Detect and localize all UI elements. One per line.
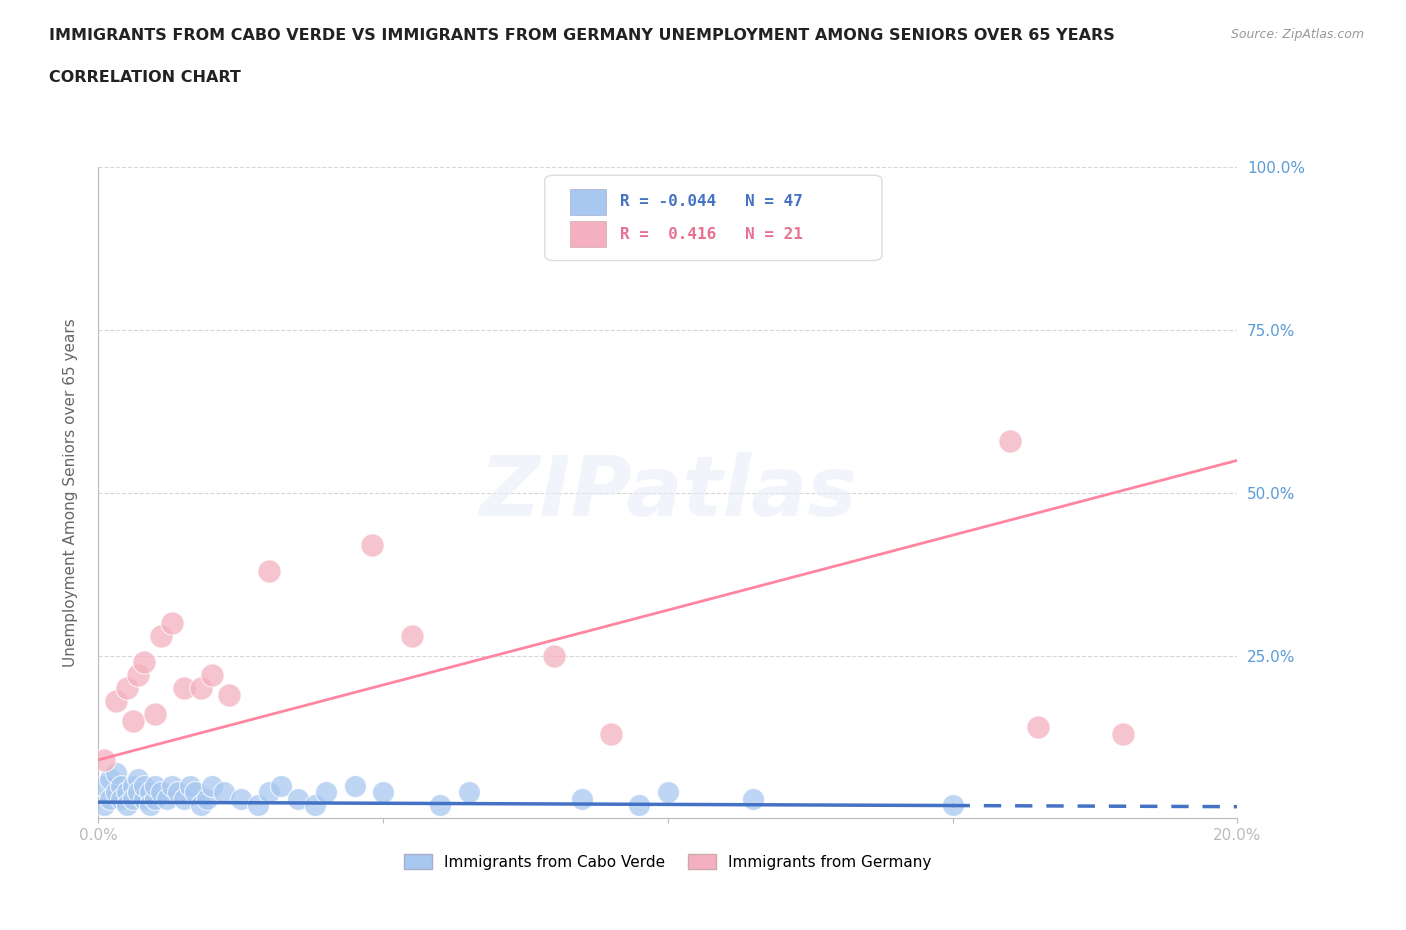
Immigrants from Cabo Verde — [179, 778, 201, 793]
Immigrants from Germany — [201, 668, 224, 683]
Immigrants from Cabo Verde — [98, 772, 121, 787]
Immigrants from Cabo Verde — [138, 785, 160, 800]
Immigrants from Cabo Verde — [150, 785, 173, 800]
Immigrants from Cabo Verde — [259, 785, 281, 800]
Immigrants from Germany — [104, 694, 127, 709]
Immigrants from Cabo Verde — [195, 791, 218, 806]
Immigrants from Germany — [600, 726, 623, 741]
Immigrants from Germany — [360, 538, 382, 552]
Immigrants from Cabo Verde — [98, 791, 121, 806]
FancyBboxPatch shape — [569, 221, 606, 247]
Immigrants from Germany — [162, 616, 184, 631]
Immigrants from Cabo Verde — [121, 791, 143, 806]
Legend: Immigrants from Cabo Verde, Immigrants from Germany: Immigrants from Cabo Verde, Immigrants f… — [398, 847, 938, 876]
Immigrants from Cabo Verde — [343, 778, 366, 793]
Text: CORRELATION CHART: CORRELATION CHART — [49, 70, 240, 85]
Immigrants from Cabo Verde — [571, 791, 593, 806]
Immigrants from Germany — [93, 752, 115, 767]
FancyBboxPatch shape — [569, 189, 606, 215]
Immigrants from Cabo Verde — [201, 778, 224, 793]
Immigrants from Cabo Verde — [184, 785, 207, 800]
Text: IMMIGRANTS FROM CABO VERDE VS IMMIGRANTS FROM GERMANY UNEMPLOYMENT AMONG SENIORS: IMMIGRANTS FROM CABO VERDE VS IMMIGRANTS… — [49, 28, 1115, 43]
Immigrants from Cabo Verde — [167, 785, 190, 800]
Immigrants from Cabo Verde — [315, 785, 337, 800]
FancyBboxPatch shape — [546, 175, 882, 260]
Immigrants from Cabo Verde — [270, 778, 292, 793]
Immigrants from Germany — [543, 648, 565, 663]
Immigrants from Cabo Verde — [93, 778, 115, 793]
Immigrants from Cabo Verde — [110, 791, 132, 806]
Immigrants from Cabo Verde — [127, 772, 149, 787]
Immigrants from Cabo Verde — [373, 785, 395, 800]
Text: R =  0.416   N = 21: R = 0.416 N = 21 — [620, 227, 803, 242]
Immigrants from Cabo Verde — [93, 798, 115, 813]
Immigrants from Germany — [998, 433, 1021, 448]
Immigrants from Germany — [401, 629, 423, 644]
Immigrants from Cabo Verde — [127, 785, 149, 800]
Immigrants from Cabo Verde — [162, 778, 184, 793]
Immigrants from Germany — [127, 668, 149, 683]
Immigrants from Cabo Verde — [429, 798, 451, 813]
Immigrants from Germany — [259, 564, 281, 578]
Immigrants from Cabo Verde — [115, 798, 138, 813]
Immigrants from Cabo Verde — [304, 798, 326, 813]
Immigrants from Cabo Verde — [628, 798, 651, 813]
Immigrants from Germany — [190, 681, 212, 696]
Immigrants from Cabo Verde — [457, 785, 479, 800]
Immigrants from Cabo Verde — [287, 791, 309, 806]
Immigrants from Cabo Verde — [156, 791, 179, 806]
Immigrants from Cabo Verde — [212, 785, 235, 800]
Immigrants from Cabo Verde — [145, 791, 167, 806]
Immigrants from Germany — [115, 681, 138, 696]
Immigrants from Germany — [1112, 726, 1135, 741]
Immigrants from Cabo Verde — [104, 785, 127, 800]
Immigrants from Cabo Verde — [657, 785, 679, 800]
Immigrants from Cabo Verde — [104, 765, 127, 780]
Immigrants from Cabo Verde — [132, 778, 155, 793]
Text: ZIPatlas: ZIPatlas — [479, 452, 856, 534]
Text: R = -0.044   N = 47: R = -0.044 N = 47 — [620, 194, 803, 209]
Immigrants from Cabo Verde — [138, 798, 160, 813]
Immigrants from Germany — [218, 687, 240, 702]
Immigrants from Cabo Verde — [742, 791, 765, 806]
Immigrants from Cabo Verde — [190, 798, 212, 813]
Immigrants from Cabo Verde — [942, 798, 965, 813]
Immigrants from Cabo Verde — [121, 778, 143, 793]
Text: Source: ZipAtlas.com: Source: ZipAtlas.com — [1230, 28, 1364, 41]
Immigrants from Cabo Verde — [173, 791, 195, 806]
Immigrants from Germany — [145, 707, 167, 722]
Immigrants from Germany — [121, 713, 143, 728]
Immigrants from Germany — [150, 629, 173, 644]
Immigrants from Germany — [173, 681, 195, 696]
Immigrants from Cabo Verde — [132, 791, 155, 806]
Immigrants from Cabo Verde — [115, 785, 138, 800]
Immigrants from Cabo Verde — [110, 778, 132, 793]
Immigrants from Germany — [1026, 720, 1049, 735]
Immigrants from Germany — [132, 655, 155, 670]
Immigrants from Cabo Verde — [145, 778, 167, 793]
Immigrants from Cabo Verde — [229, 791, 252, 806]
Immigrants from Cabo Verde — [246, 798, 269, 813]
Y-axis label: Unemployment Among Seniors over 65 years: Unemployment Among Seniors over 65 years — [63, 319, 77, 668]
